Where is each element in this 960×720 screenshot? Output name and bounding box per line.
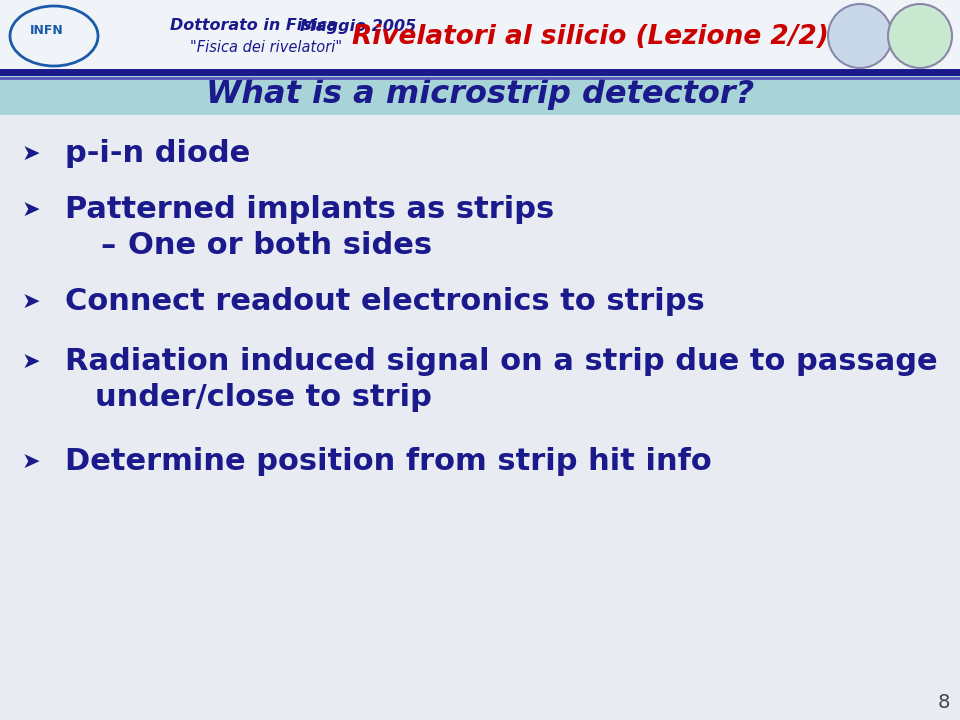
Circle shape (828, 4, 892, 68)
Text: Dottorato in Fisica: Dottorato in Fisica (170, 19, 338, 34)
Text: Rivelatori al silicio (Lezione 2/2): Rivelatori al silicio (Lezione 2/2) (351, 24, 828, 50)
Text: p-i-n diode: p-i-n diode (65, 140, 251, 168)
Text: One or both sides: One or both sides (128, 230, 432, 259)
Ellipse shape (10, 6, 98, 66)
Text: under/close to strip: under/close to strip (95, 384, 432, 413)
Circle shape (888, 4, 952, 68)
Text: ➤: ➤ (22, 292, 40, 312)
Text: What is a microstrip detector?: What is a microstrip detector? (205, 79, 755, 110)
Text: INFN: INFN (30, 24, 63, 37)
Text: ➤: ➤ (22, 352, 40, 372)
Text: Determine position from strip hit info: Determine position from strip hit info (65, 448, 711, 477)
Text: Connect readout electronics to strips: Connect readout electronics to strips (65, 287, 705, 317)
Text: –: – (100, 230, 115, 259)
Bar (2, 2, 107, 70)
Bar (0, 0, 960, 72)
Bar (0, 75, 960, 115)
Text: ➤: ➤ (22, 452, 40, 472)
Text: Patterned implants as strips: Patterned implants as strips (65, 196, 554, 225)
Text: "Fisica dei rivelatori": "Fisica dei rivelatori" (190, 40, 342, 55)
Text: ➤: ➤ (22, 144, 40, 164)
Text: ➤: ➤ (22, 200, 40, 220)
Text: Maggio 2005: Maggio 2005 (300, 19, 417, 34)
Text: Radiation induced signal on a strip due to passage: Radiation induced signal on a strip due … (65, 348, 938, 377)
Text: 8: 8 (938, 693, 950, 712)
